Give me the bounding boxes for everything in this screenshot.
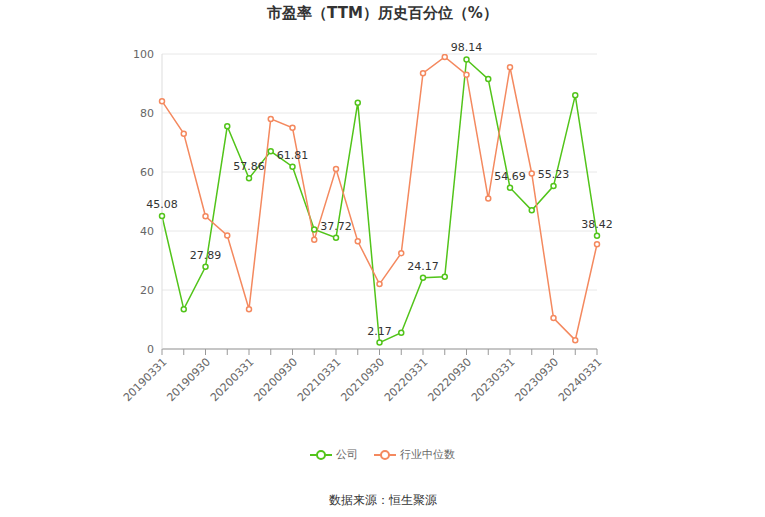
svg-text:20220331: 20220331 [382, 355, 431, 404]
svg-text:20190331: 20190331 [121, 355, 170, 404]
svg-text:37.72: 37.72 [320, 220, 352, 233]
html-text:公司: 公司 [336, 448, 358, 461]
svg-text:20210331: 20210331 [295, 355, 344, 404]
svg-text:27.89: 27.89 [190, 249, 222, 262]
svg-text:61.81: 61.81 [277, 149, 309, 162]
svg-text:60: 60 [140, 166, 154, 179]
svg-text:38.42: 38.42 [581, 218, 613, 231]
html-text:市盈率（TTM）历史百分位（%）: 市盈率（TTM）历史百分位（%） [267, 4, 498, 22]
svg-text:80: 80 [140, 107, 154, 120]
svg-text:2.17: 2.17 [367, 325, 392, 338]
svg-text:57.86: 57.86 [233, 160, 265, 173]
svg-text:20210930: 20210930 [338, 355, 387, 404]
svg-text:40: 40 [140, 225, 154, 238]
svg-text:20200331: 20200331 [208, 355, 257, 404]
svg-text:20230930: 20230930 [512, 355, 561, 404]
svg-text:20200930: 20200930 [251, 355, 300, 404]
svg-text:20190930: 20190930 [164, 355, 213, 404]
svg-text:98.14: 98.14 [451, 41, 483, 54]
svg-text:45.08: 45.08 [146, 198, 178, 211]
svg-text:55.23: 55.23 [538, 168, 570, 181]
svg-text:54.69: 54.69 [494, 170, 526, 183]
svg-text:20: 20 [140, 284, 154, 297]
svg-text:20220930: 20220930 [425, 355, 474, 404]
svg-text:20240331: 20240331 [556, 355, 605, 404]
svg-text:20230331: 20230331 [469, 355, 518, 404]
svg-text:100: 100 [133, 48, 154, 61]
svg-text:24.17: 24.17 [407, 260, 439, 273]
html-text:行业中位数: 行业中位数 [400, 448, 455, 461]
html-text:数据来源：恒生聚源: 数据来源：恒生聚源 [328, 493, 437, 507]
svg-text:0: 0 [147, 343, 154, 356]
